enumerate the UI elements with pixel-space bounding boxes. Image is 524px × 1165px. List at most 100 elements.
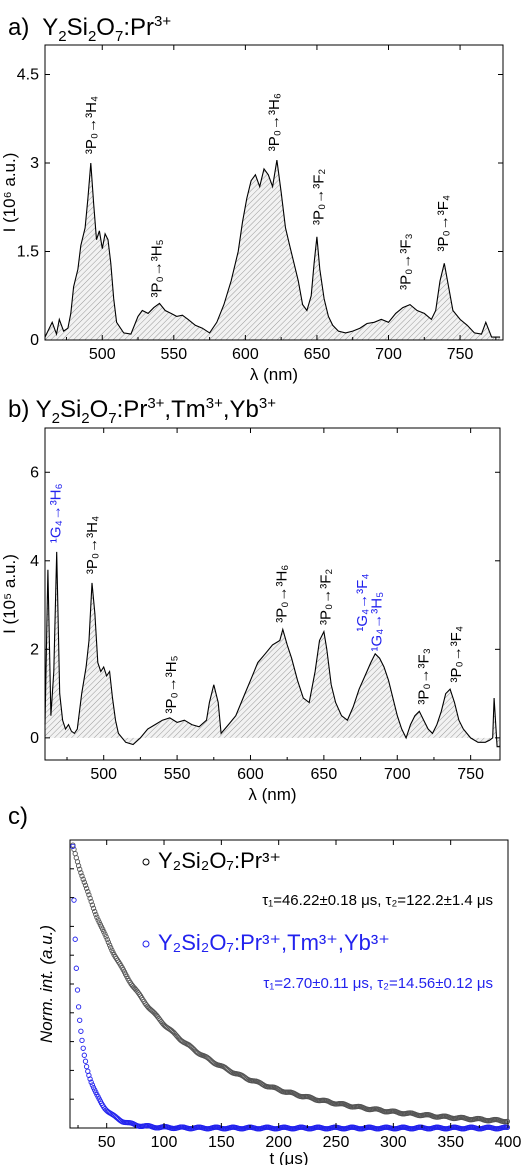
transition-label: ¹G₄→³F₄ bbox=[354, 574, 371, 632]
panel-b-spectrum-line bbox=[44, 551, 500, 748]
decay-point bbox=[79, 1037, 85, 1044]
decay-point bbox=[81, 879, 87, 885]
x-tick-label: 200 bbox=[265, 1134, 292, 1151]
decay-point bbox=[75, 863, 82, 869]
panel-a-plot bbox=[44, 44, 504, 341]
decay-point bbox=[70, 843, 76, 850]
transition-label: ³P₀→³H₅ bbox=[149, 239, 166, 297]
decay-point bbox=[86, 892, 92, 898]
panel-b-label: b) bbox=[8, 396, 30, 423]
x-axis-label: λ (nm) bbox=[250, 365, 298, 384]
panel-a-area bbox=[45, 160, 501, 340]
decay-point bbox=[83, 885, 90, 892]
panel-b-compound: Y2Si2O7:Pr3+,Tm3+,Yb3+ bbox=[35, 395, 276, 427]
y-tick-label: 2 bbox=[30, 641, 39, 658]
y-tick-label: 0 bbox=[30, 730, 39, 747]
x-axis-label: λ (nm) bbox=[248, 785, 296, 804]
transition-label: ¹G₄→³H₅ bbox=[369, 592, 386, 652]
y-tick-label: 6 bbox=[30, 464, 39, 481]
x-tick-label: 700 bbox=[384, 766, 411, 783]
legend-label: Y₂Si₂O₇:Pr³⁺,Tm³⁺,Yb³⁺ bbox=[158, 930, 390, 955]
panel-c-plot bbox=[69, 839, 511, 1132]
x-tick-label: 650 bbox=[304, 346, 331, 363]
panel-b-frame bbox=[44, 427, 501, 761]
transition-label: ³P₀→³F₂ bbox=[310, 169, 327, 225]
decay-point bbox=[104, 936, 110, 943]
panel-b-area bbox=[45, 551, 500, 747]
x-tick-label: 150 bbox=[208, 1134, 235, 1151]
decay-point bbox=[102, 931, 108, 937]
panel-a-frame bbox=[44, 44, 504, 341]
panel-a-label: a) bbox=[8, 14, 30, 41]
legend-marker bbox=[142, 940, 150, 948]
decay-point bbox=[72, 936, 78, 942]
x-tick-label: 300 bbox=[380, 1134, 407, 1151]
decay-point bbox=[78, 870, 84, 876]
y-axis-label: I (10⁶ a.u.) bbox=[0, 153, 19, 233]
transition-label: ³P₀→³H₄ bbox=[83, 96, 100, 154]
panel-b-plot bbox=[44, 427, 501, 761]
x-tick-label: 100 bbox=[151, 1134, 178, 1151]
legend-marker bbox=[142, 858, 150, 866]
x-tick-label: 550 bbox=[164, 766, 191, 783]
y-axis-label: Norm. int. (a.u.) bbox=[37, 925, 56, 1043]
decay-point bbox=[87, 895, 93, 901]
y-tick-label: 0 bbox=[30, 332, 39, 349]
x-tick-label: 550 bbox=[160, 346, 187, 363]
decay-point bbox=[80, 1045, 86, 1051]
transition-label: ³P₀→³H₆ bbox=[273, 565, 290, 623]
decay-point bbox=[89, 902, 96, 908]
y-tick-label: 4 bbox=[30, 553, 39, 570]
decay-point bbox=[80, 876, 86, 882]
transition-label: ³P₀→³H₄ bbox=[84, 516, 101, 574]
decay-point bbox=[74, 987, 81, 993]
y-axis-label: I (10⁵ a.u.) bbox=[0, 554, 19, 634]
decay-point bbox=[105, 939, 112, 945]
x-tick-label: 250 bbox=[323, 1134, 350, 1151]
decay-series bbox=[70, 843, 511, 1132]
transition-label: ³P₀→³F₂ bbox=[317, 569, 334, 625]
decay-point bbox=[103, 934, 109, 940]
decay-point bbox=[90, 905, 97, 911]
y-tick-label: 3 bbox=[30, 155, 39, 172]
transition-label: ³P₀→³H₆ bbox=[266, 93, 283, 151]
decay-point bbox=[73, 965, 79, 971]
decay-point bbox=[108, 944, 114, 951]
decay-point bbox=[77, 1017, 83, 1023]
transition-label: ³P₀→³F₄ bbox=[448, 626, 465, 683]
decay-point bbox=[82, 1058, 89, 1064]
x-tick-label: 50 bbox=[98, 1134, 116, 1151]
decay-series bbox=[70, 842, 511, 1125]
decay-point bbox=[72, 850, 78, 857]
y-tick-label: 4.5 bbox=[17, 67, 39, 84]
decay-point bbox=[101, 929, 107, 935]
decay-point bbox=[85, 888, 91, 895]
x-axis-label: t (μs) bbox=[269, 1149, 308, 1165]
x-tick-label: 650 bbox=[311, 766, 338, 783]
legend-label: Y₂Si₂O₇:Pr³⁺ bbox=[158, 848, 281, 873]
x-tick-label: 750 bbox=[457, 766, 484, 783]
x-tick-label: 600 bbox=[237, 766, 264, 783]
transition-label: ³P₀→³F₄ bbox=[435, 195, 452, 252]
decay-point bbox=[83, 1063, 90, 1070]
decay-point bbox=[77, 866, 83, 872]
decay-point bbox=[75, 1004, 82, 1010]
decay-point bbox=[88, 1079, 94, 1085]
panel-b-title: b) Y2Si2O7:Pr3+,Tm3+,Yb3+ bbox=[8, 396, 276, 426]
decay-point bbox=[81, 1052, 87, 1058]
decay-point bbox=[78, 1028, 84, 1034]
x-tick-label: 500 bbox=[90, 766, 117, 783]
decay-point bbox=[94, 914, 100, 920]
x-tick-label: 500 bbox=[89, 346, 116, 363]
decay-point bbox=[86, 1072, 92, 1079]
decay-point bbox=[71, 897, 77, 903]
x-tick-label: 400 bbox=[495, 1134, 522, 1151]
y-tick-label: 1.5 bbox=[17, 244, 39, 261]
x-tick-label: 350 bbox=[437, 1134, 464, 1151]
panel-c-label: c) bbox=[8, 803, 28, 830]
transition-label: ¹G₄→³H₆ bbox=[47, 483, 64, 543]
decay-point bbox=[504, 1124, 511, 1131]
panel-a-compound: Y2Si2O7:Pr3+ bbox=[42, 13, 172, 45]
x-tick-label: 600 bbox=[232, 346, 259, 363]
